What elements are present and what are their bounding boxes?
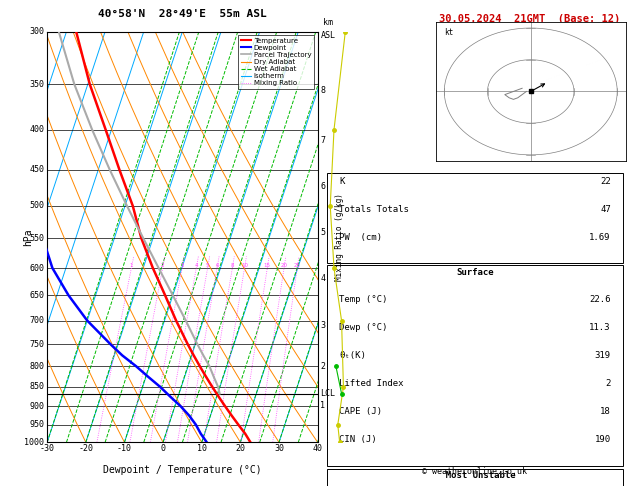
Text: 40: 40 [313,444,323,453]
Text: 1: 1 [130,263,133,268]
Text: 6: 6 [215,263,219,268]
Text: 47: 47 [600,205,611,214]
Text: 600: 600 [30,263,45,273]
Text: 20: 20 [281,263,287,268]
Text: 8: 8 [231,263,234,268]
Text: 850: 850 [30,382,45,391]
Bar [327,265,623,466]
Text: 15: 15 [264,263,271,268]
Text: 800: 800 [30,362,45,371]
Text: 7: 7 [320,136,325,145]
Text: -20: -20 [79,444,93,453]
Text: 20: 20 [235,444,245,453]
Text: 319: 319 [594,351,611,360]
Legend: Temperature, Dewpoint, Parcel Trajectory, Dry Adiabat, Wet Adiabat, Isotherm, Mi: Temperature, Dewpoint, Parcel Trajectory… [238,35,314,89]
Text: © weatheronline.co.uk: © weatheronline.co.uk [423,468,527,476]
Text: Totals Totals: Totals Totals [339,205,409,214]
Text: 6: 6 [320,182,325,191]
Text: 30: 30 [274,444,284,453]
Text: Lifted Index: Lifted Index [339,379,404,388]
Text: 950: 950 [30,420,45,429]
Text: Most Unstable: Most Unstable [435,471,515,480]
Text: 750: 750 [30,340,45,348]
Text: 300: 300 [30,27,45,36]
Text: 22: 22 [600,177,611,186]
Text: 10: 10 [241,263,248,268]
Text: Dewpoint / Temperature (°C): Dewpoint / Temperature (°C) [103,465,262,475]
Text: 0: 0 [160,444,165,453]
Text: 3: 3 [320,321,325,330]
Text: 8: 8 [320,87,325,95]
Text: 350: 350 [30,80,45,88]
Text: 3: 3 [181,263,184,268]
Text: -30: -30 [40,444,55,453]
Text: 400: 400 [30,125,45,134]
Text: 4: 4 [320,274,325,282]
Text: 4: 4 [194,263,198,268]
Text: km: km [323,18,333,28]
Text: PW  (cm): PW (cm) [339,233,382,242]
Text: 2: 2 [605,379,611,388]
Text: 1000: 1000 [25,438,45,447]
Text: 25: 25 [294,263,301,268]
Text: -10: -10 [117,444,132,453]
Text: θₜ(K): θₜ(K) [339,351,366,360]
Bar [327,173,623,263]
Text: 2: 2 [161,263,164,268]
Text: 450: 450 [30,165,45,174]
Bar [327,469,623,486]
Text: Mixing Ratio (g/kg): Mixing Ratio (g/kg) [335,193,344,281]
Text: 30.05.2024  21GMT  (Base: 12): 30.05.2024 21GMT (Base: 12) [438,15,620,24]
Text: kt: kt [444,28,454,37]
Text: 900: 900 [30,402,45,411]
Text: 40°58'N  28°49'E  55m ASL: 40°58'N 28°49'E 55m ASL [98,9,267,19]
Text: CAPE (J): CAPE (J) [339,407,382,416]
Text: 5: 5 [206,263,209,268]
Text: 550: 550 [30,234,45,243]
Text: CIN (J): CIN (J) [339,435,377,444]
Text: Surface: Surface [456,267,494,277]
Text: 700: 700 [30,316,45,325]
Text: K: K [339,177,345,186]
Text: 1: 1 [320,401,325,410]
Text: 5: 5 [320,228,325,237]
Text: 22.6: 22.6 [589,295,611,304]
Text: Dewp (°C): Dewp (°C) [339,323,387,332]
Text: Temp (°C): Temp (°C) [339,295,387,304]
Text: LCL: LCL [320,389,335,398]
Text: 2: 2 [320,363,325,371]
Text: 650: 650 [30,291,45,300]
Text: 190: 190 [594,435,611,444]
Text: ASL: ASL [321,31,336,40]
Text: hPa: hPa [23,228,33,246]
Text: 500: 500 [30,201,45,210]
Text: 1.69: 1.69 [589,233,611,242]
Text: 10: 10 [197,444,207,453]
Text: 11.3: 11.3 [589,323,611,332]
Text: 18: 18 [600,407,611,416]
